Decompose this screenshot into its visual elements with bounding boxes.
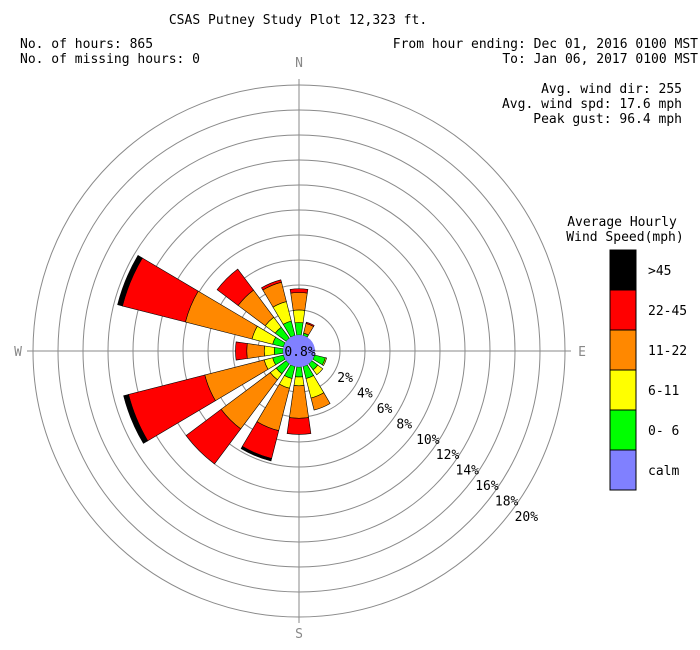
legend-swatch-5 <box>609 409 637 451</box>
ring-label-6: 6% <box>377 402 393 417</box>
legend-label-3: 11-22 <box>648 344 687 359</box>
ring-label-12: 12% <box>436 448 460 463</box>
petal-nw-bin-4 <box>216 268 254 306</box>
petal-n-bin-1 <box>294 322 304 336</box>
ring-labels: 2% 4% 6%8% 10%12%14%16%18%20% <box>337 371 538 525</box>
polar-grid <box>27 79 571 623</box>
chart-title: CSAS Putney Study Plot 12,323 ft. <box>169 13 427 28</box>
date-from: From hour ending: Dec 01, 2016 0100 MST <box>393 37 698 52</box>
ring-label-10: 10% <box>416 433 440 448</box>
cardinal-n: N <box>295 56 303 71</box>
legend-swatch-4 <box>609 369 637 411</box>
hours-count: No. of hours: 865 <box>20 37 153 52</box>
petal-w-bin-3 <box>246 343 265 359</box>
petal-n-bin-2 <box>292 309 306 324</box>
calm-circle <box>283 335 315 367</box>
legend: >45 22-45 11-22 6-11 0- 6 calm <box>609 249 687 491</box>
calm-label: 0.8% <box>284 345 315 360</box>
petal-w-bin-2 <box>263 345 275 357</box>
petal-se-bin-2 <box>312 364 324 376</box>
cardinal-w: W <box>14 345 22 360</box>
avg-wind-dir: Avg. wind dir: 255 <box>541 82 682 97</box>
petal-w-bin-1 <box>273 347 284 355</box>
wind-petals <box>117 254 331 465</box>
missing-hours: No. of missing hours: 0 <box>20 52 200 67</box>
petal-nne-bin-4 <box>305 321 315 327</box>
petal-s-bin-1 <box>294 366 304 378</box>
petal-ssw-bin-5 <box>240 445 272 462</box>
ring-label-14: 14% <box>456 464 480 479</box>
petal-n-bin-3 <box>290 292 308 311</box>
petal-s-bin-4 <box>286 417 312 435</box>
petal-ese-bin-2 <box>321 357 327 367</box>
ring-label-20: 20% <box>515 510 539 525</box>
cardinal-s: S <box>295 627 303 642</box>
legend-title-line1: Average Hourly <box>567 215 677 230</box>
peak-gust: Peak gust: 96.4 mph <box>533 112 682 127</box>
petal-sw-bin-4 <box>185 408 242 465</box>
petal-w-bin-4 <box>235 341 248 361</box>
ring-label-8: 8% <box>396 417 412 432</box>
petal-wsw-bin-5 <box>123 394 149 444</box>
legend-label-6: calm <box>648 464 679 479</box>
ring-label-4: 4% <box>357 387 373 402</box>
ring-label-18: 18% <box>495 494 519 509</box>
legend-title-line2: Wind Speed(mph) <box>566 230 683 245</box>
ring-label-2: 2% <box>337 371 353 386</box>
legend-label-5: 0- 6 <box>648 424 679 439</box>
avg-wind-spd: Avg. wind spd: 17.6 mph <box>502 97 682 112</box>
legend-label-4: 6-11 <box>648 384 679 399</box>
petal-nnw-bin-4 <box>261 279 282 291</box>
legend-label-1: >45 <box>648 264 671 279</box>
legend-swatch-2 <box>609 289 637 331</box>
date-to: To: Jan 06, 2017 0100 MST <box>502 52 698 67</box>
legend-label-2: 22-45 <box>648 304 687 319</box>
cardinal-e: E <box>578 345 586 360</box>
petal-sse-bin-3 <box>310 392 331 411</box>
petal-wnw-bin-5 <box>117 254 143 307</box>
petal-n-bin-4 <box>289 288 309 294</box>
ring-label-16: 16% <box>475 479 499 494</box>
legend-swatch-1 <box>609 249 637 291</box>
petal-s-bin-2 <box>293 376 305 387</box>
legend-swatch-3 <box>609 329 637 371</box>
legend-swatch-6 <box>609 449 637 491</box>
